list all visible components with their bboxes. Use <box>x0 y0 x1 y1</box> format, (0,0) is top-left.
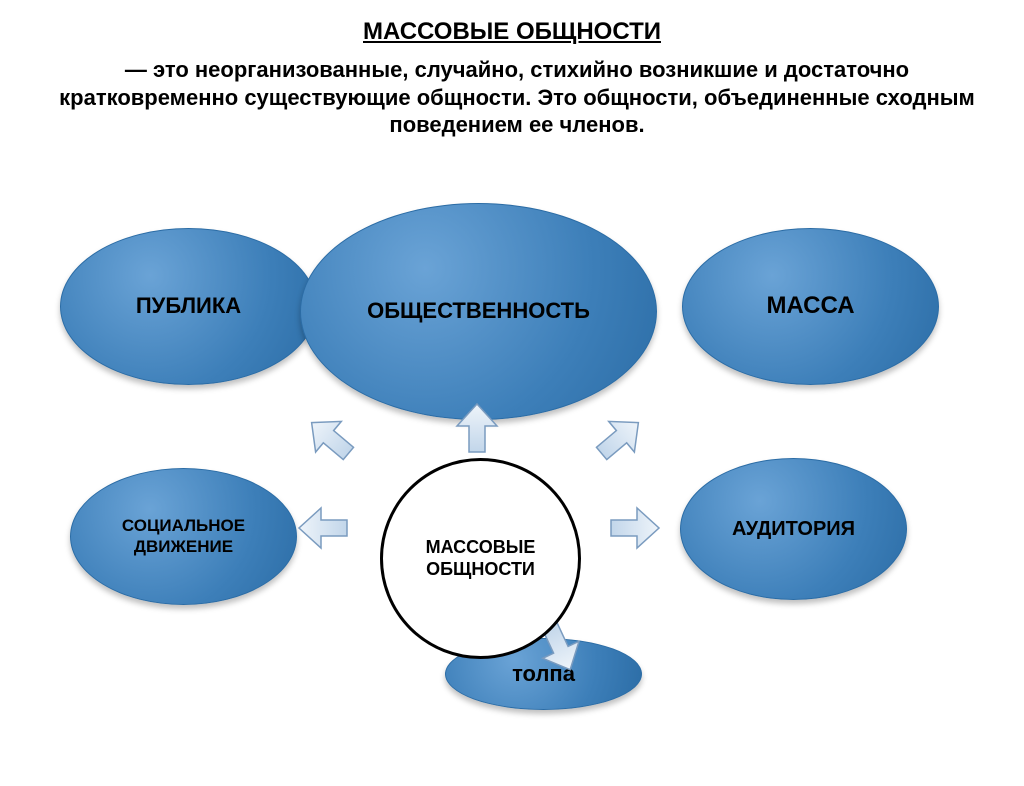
arrow-to-obshch <box>447 398 507 458</box>
node-massa-label: МАССА <box>766 292 854 321</box>
arrow-to-auditoriya <box>605 498 665 558</box>
arrow-to-socdvizh <box>293 498 353 558</box>
node-auditoriya: АУДИТОРИЯ <box>680 458 907 600</box>
node-publika: ПУБЛИКА <box>60 228 317 385</box>
node-auditoriya-label: АУДИТОРИЯ <box>732 517 855 541</box>
arrow-to-massa <box>578 396 663 481</box>
center-node: МАССОВЫЕ ОБЩНОСТИ <box>380 458 581 659</box>
node-massa: МАССА <box>682 228 939 385</box>
diagram-stage: ПУБЛИКА ОБЩЕСТВЕННОСТЬ МАССА АУДИТОРИЯ С… <box>0 198 1024 786</box>
definition-text: — это неорганизованные, случайно, стихий… <box>50 56 984 139</box>
node-publika-label: ПУБЛИКА <box>136 293 241 319</box>
center-node-label: МАССОВЫЕ ОБЩНОСТИ <box>383 537 578 580</box>
node-obshchestvennost-label: ОБЩЕСТВЕННОСТЬ <box>367 298 590 324</box>
node-socdvizh-label: СОЦИАЛЬНОЕ ДВИЖЕНИЕ <box>71 516 296 557</box>
node-socdvizh: СОЦИАЛЬНОЕ ДВИЖЕНИЕ <box>70 468 297 605</box>
arrow-to-publika <box>288 396 373 481</box>
page-title: МАССОВЫЕ ОБЩНОСТИ <box>0 18 1024 46</box>
node-obshchestvennost: ОБЩЕСТВЕННОСТЬ <box>300 203 657 420</box>
